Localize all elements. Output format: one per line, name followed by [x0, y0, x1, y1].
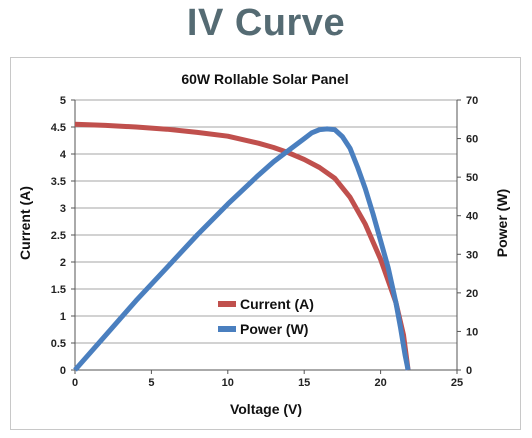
y-tick-label: 3.5 [51, 176, 66, 188]
y2-tick-label: 50 [466, 172, 478, 184]
legend-swatch-current [218, 301, 236, 307]
y2-tick-label: 20 [466, 288, 478, 300]
x-axis-title: Voltage (V) [230, 401, 302, 417]
y2-tick-label: 0 [466, 365, 472, 377]
x-tick-label: 25 [451, 377, 463, 389]
y2-tick-label: 70 [466, 95, 478, 107]
x-tick-label: 10 [222, 377, 234, 389]
y-tick-label: 5 [60, 95, 66, 107]
current-series-line [74, 121, 411, 371]
y-tick-label: 4 [60, 149, 67, 161]
legend: Current (A) Power (W) [218, 296, 314, 337]
y-axis-title: Current (A) [17, 186, 33, 260]
y2-tick-label: 30 [466, 249, 478, 261]
y-tick-label: 2.5 [51, 230, 66, 242]
y-tick-label: 0.5 [51, 338, 66, 350]
x-tick-label: 15 [298, 377, 310, 389]
legend-label-power: Power (W) [240, 321, 308, 337]
y2-tick-label: 60 [466, 134, 478, 146]
y-tick-label: 1.5 [51, 284, 66, 296]
y2-tick-label: 10 [466, 326, 478, 338]
power-series-line [73, 126, 411, 372]
legend-label-current: Current (A) [240, 296, 314, 312]
x-tick-label: 5 [148, 377, 154, 389]
legend-swatch-power [218, 326, 236, 332]
chart-frame [10, 57, 521, 430]
y-tick-label: 2 [60, 257, 66, 269]
axes [71, 99, 461, 374]
x-tick-label: 0 [72, 377, 78, 389]
series-lines [73, 121, 411, 372]
page-title: IV Curve [186, 2, 346, 44]
y-tick-label: 4.5 [51, 122, 66, 134]
x-tick-label: 20 [374, 377, 386, 389]
y2-tick-label: 40 [466, 211, 478, 223]
y-tick-label: 1 [60, 311, 66, 323]
y2-axis-title: Power (W) [494, 189, 510, 257]
y-tick-label: 0 [60, 365, 66, 377]
y-tick-label: 3 [60, 203, 66, 215]
chart-title: 60W Rollable Solar Panel [181, 71, 348, 87]
